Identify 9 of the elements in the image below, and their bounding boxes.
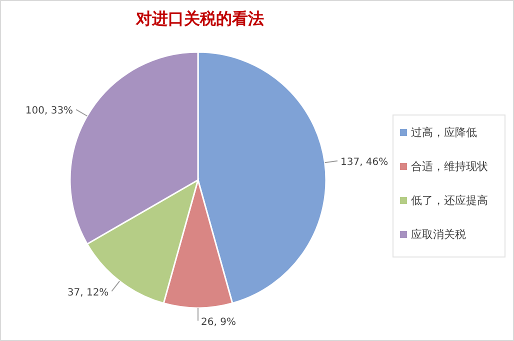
- legend-label: 应取消关税: [411, 228, 466, 241]
- data-label: 137, 46%: [340, 156, 388, 168]
- legend-label: 过高，应降低: [411, 126, 477, 139]
- data-label: 26, 9%: [201, 316, 236, 328]
- data-label: 37, 12%: [67, 287, 109, 298]
- legend-label: 合适，维持现状: [411, 160, 488, 173]
- legend-label: 低了，还应提高: [411, 194, 488, 207]
- data-label: 100, 33%: [25, 106, 74, 117]
- chart-title: 对进口关税的看法: [135, 9, 264, 28]
